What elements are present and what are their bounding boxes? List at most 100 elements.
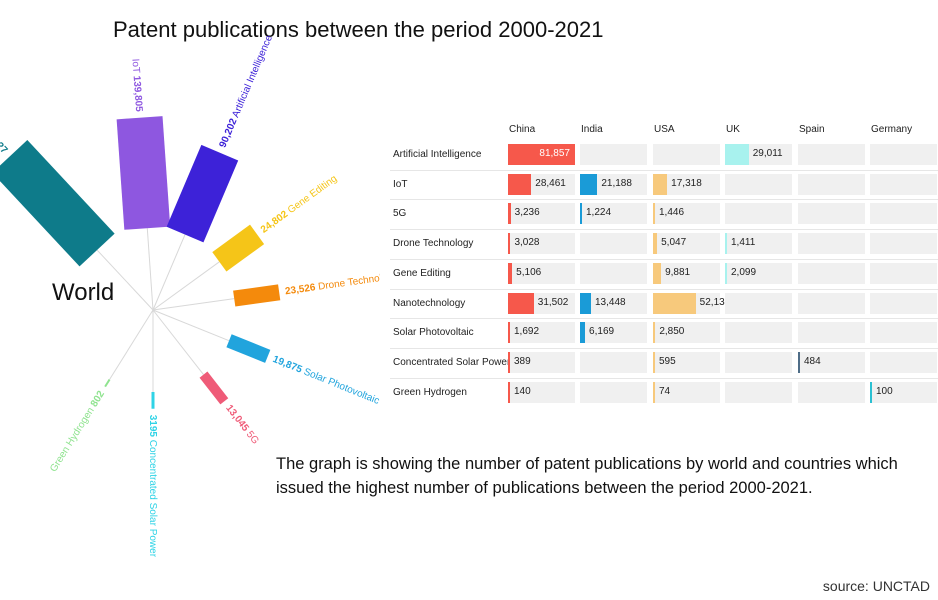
world-radial-bar-chart: Nanotechnology 186,827 IoT 139,805 90,202 … [0, 33, 380, 558]
table-cell [870, 233, 937, 255]
table-cell [798, 322, 865, 344]
spoke-line [146, 228, 154, 311]
column-header-china: China [509, 124, 536, 135]
cell-bar [653, 351, 655, 373]
table-cell [580, 144, 647, 165]
table-cell [870, 292, 937, 314]
table-cell [725, 322, 792, 344]
cell-bar [508, 322, 510, 344]
cell-bar [653, 381, 655, 403]
cell-bar [580, 292, 591, 314]
cell-value: 1,224 [586, 207, 612, 219]
table-cell: 140 [508, 381, 575, 403]
cell-value: 389 [514, 355, 531, 367]
table-cell: 13,448 [580, 292, 647, 314]
table-cell [870, 351, 937, 373]
row-label: Drone Technology [393, 238, 474, 250]
table-cell [870, 144, 937, 165]
cell-value: 3,236 [514, 207, 540, 219]
row-label: Concentrated Solar Power [393, 356, 511, 368]
spoke-line [152, 234, 186, 311]
table-cell: 1,411 [725, 233, 792, 255]
bar-label: Green Hydrogen 802 [48, 389, 107, 474]
table-cell [798, 233, 865, 255]
source-label: source: UNCTAD [822, 578, 930, 594]
cell-value: 17,318 [671, 177, 702, 189]
table-cell: 100 [870, 381, 937, 403]
cell-value: 5,047 [661, 237, 687, 249]
cell-value: 21,188 [601, 177, 632, 189]
table-cell [653, 144, 720, 165]
bar-artificial-intelligence [166, 144, 239, 243]
row-label: IoT [393, 178, 408, 190]
cell-value: 74 [659, 385, 671, 397]
cell-bar [653, 203, 655, 225]
column-header-india: India [581, 124, 603, 135]
cell-value: 5,106 [516, 266, 542, 278]
chart-title: Patent publications between the period 2… [113, 17, 604, 42]
row-divider [390, 288, 938, 290]
bar-label: 23,526 Drone Technology [284, 270, 380, 297]
cell-value: 13,448 [595, 296, 626, 308]
table-cell [870, 173, 937, 195]
cell-bar [653, 262, 662, 284]
cell-value: 484 [804, 355, 821, 367]
cell-value: 52,135 [699, 296, 731, 308]
table-cell [798, 144, 865, 165]
bar-gene-editing [212, 224, 265, 272]
cell-bar [653, 292, 696, 314]
table-cell [870, 262, 937, 284]
column-header-uk: UK [726, 124, 740, 135]
cell-bar [508, 262, 513, 284]
table-cell: 5,047 [653, 233, 720, 255]
column-header-germany: Germany [871, 124, 913, 135]
world-label: World [52, 279, 115, 306]
cell-value: 81,857 [539, 148, 570, 159]
cell-value: 140 [514, 385, 531, 397]
spoke-line [152, 298, 235, 311]
cell-bar [508, 173, 532, 195]
row-divider [390, 229, 938, 231]
bar-label: 90,202 Artificial Intelligence [217, 33, 275, 149]
cell-value: 2,099 [731, 266, 757, 278]
table-cell: 81,857 [508, 144, 575, 165]
row-divider [390, 377, 938, 379]
table-cell [580, 233, 647, 255]
table-cell: 1,224 [580, 203, 647, 225]
cell-value: 31,502 [537, 296, 569, 308]
table-cell: 74 [653, 381, 720, 403]
cell-value: 6,169 [589, 326, 615, 338]
table-cell: 17,318 [653, 173, 720, 195]
table-cell: 3,028 [508, 233, 575, 255]
table-cell [725, 173, 792, 195]
table-cell [798, 203, 865, 225]
cell-value: 100 [876, 385, 893, 397]
bar-solar-photovoltaic [226, 334, 271, 363]
cell-bar [653, 322, 656, 344]
table-cell: 28,461 [508, 173, 575, 195]
cell-bar [580, 322, 586, 344]
cell-bar [580, 203, 582, 225]
cell-bar [508, 292, 534, 314]
table-cell: 6,169 [580, 322, 647, 344]
spoke-line [152, 309, 230, 342]
cell-value: 9,881 [665, 266, 691, 278]
bar-nanotechnology [0, 140, 115, 267]
table-cell [725, 381, 792, 403]
cell-value: 595 [659, 355, 676, 367]
cell-bar [508, 233, 511, 255]
row-label: 5G [393, 208, 407, 220]
cell-value: 1,692 [514, 326, 540, 338]
row-label: Artificial Intelligence [393, 149, 482, 160]
column-header-usa: USA [654, 124, 675, 135]
row-label: Green Hydrogen [393, 386, 467, 398]
table-cell: 29,011 [725, 144, 792, 165]
bar-green-hydrogen [104, 379, 111, 388]
cell-value: 1,446 [659, 207, 685, 219]
cell-bar [653, 233, 658, 255]
table-cell [725, 351, 792, 373]
cell-value: 1,411 [731, 237, 756, 249]
table-cell [725, 292, 792, 314]
cell-bar [508, 351, 510, 373]
cell-bar [725, 144, 749, 165]
